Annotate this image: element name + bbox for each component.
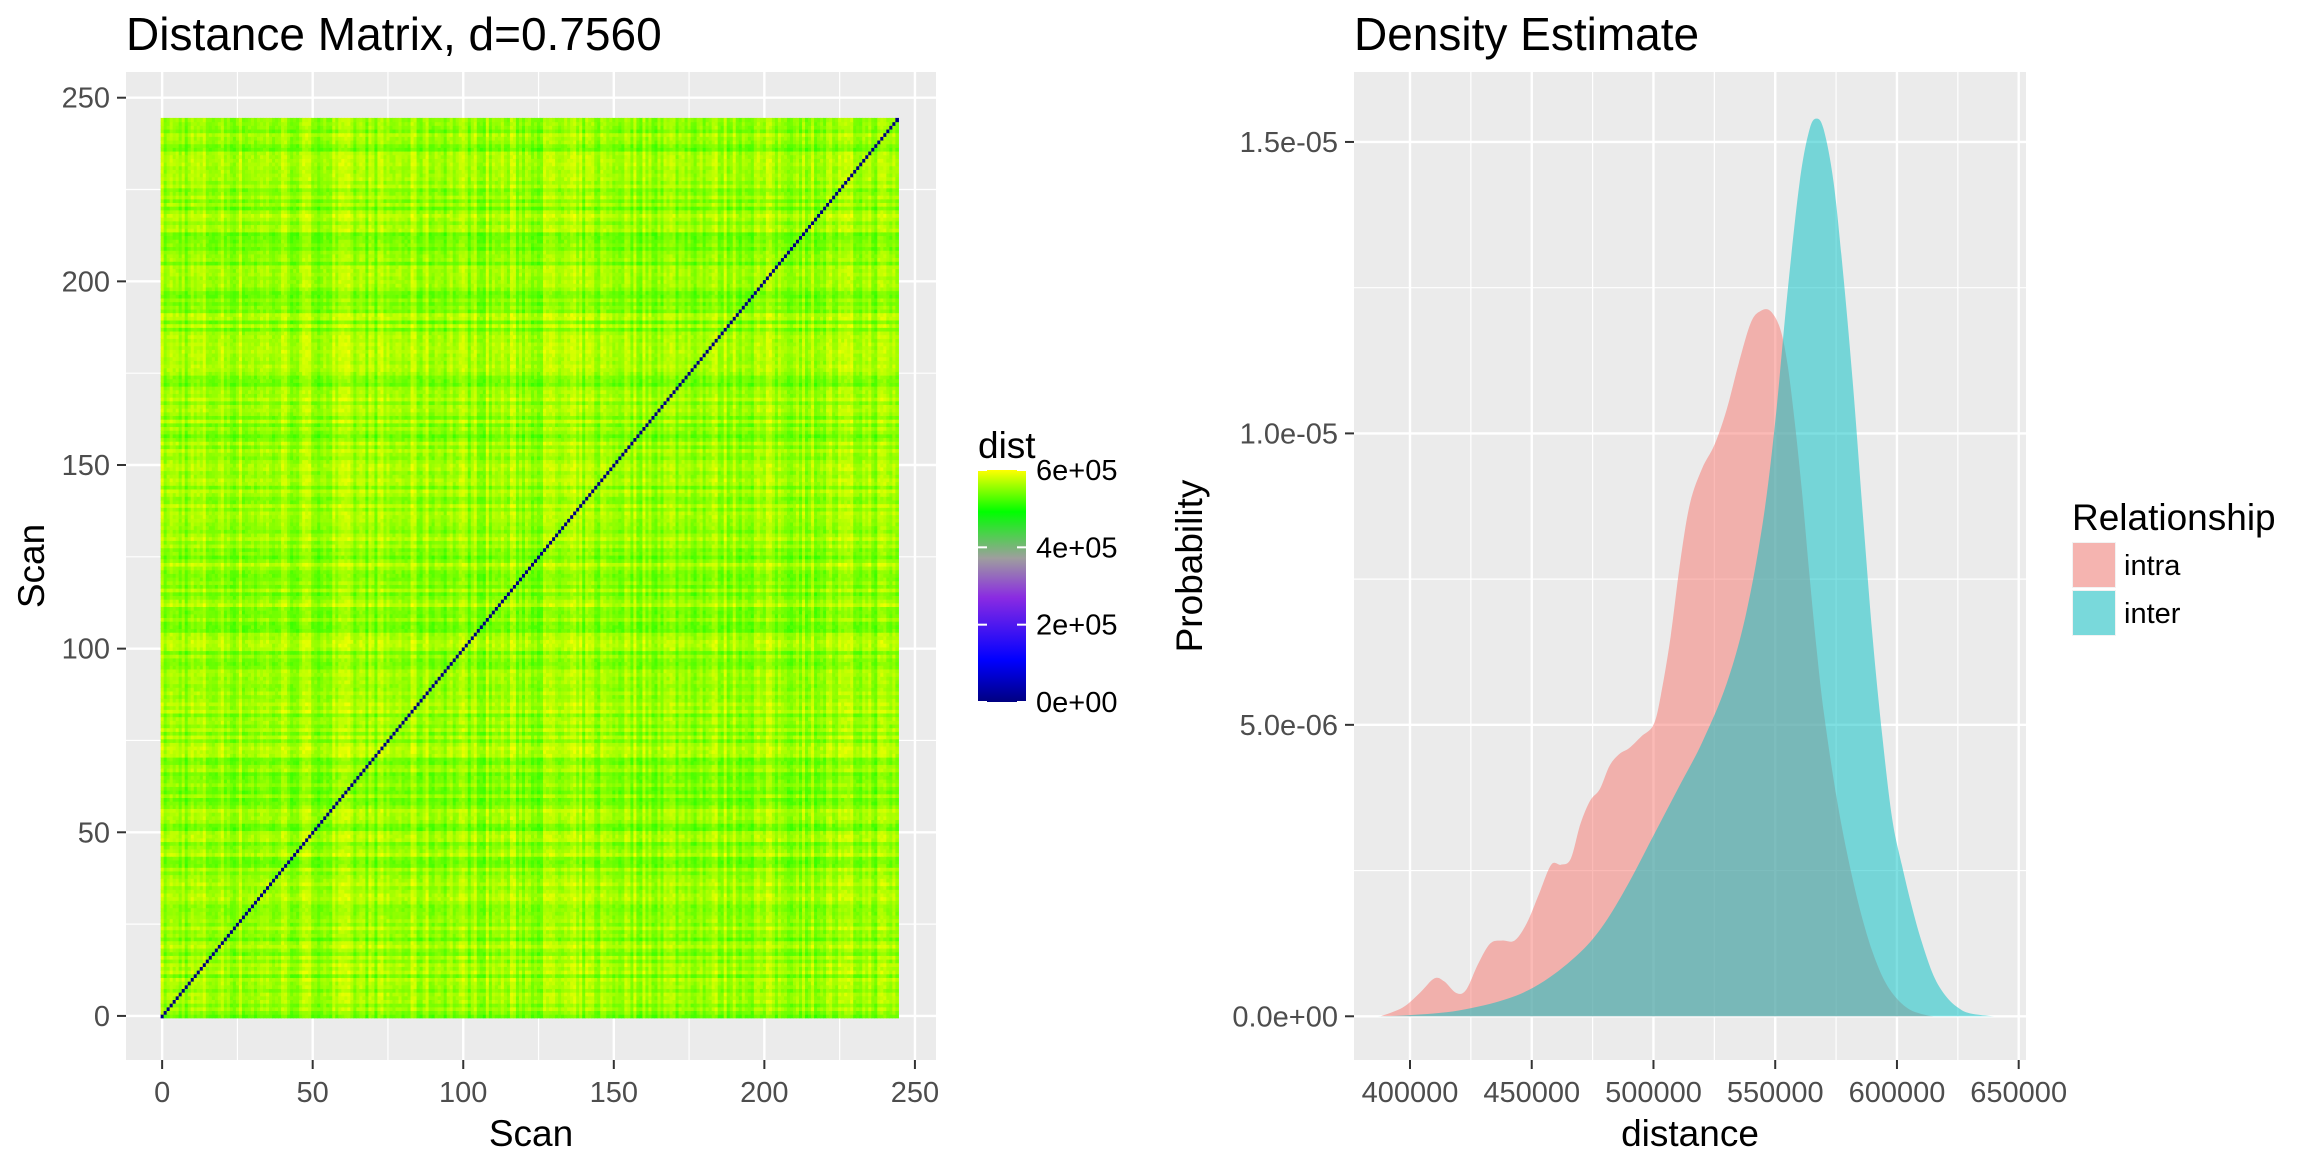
heatmap-cell — [895, 948, 899, 952]
heatmap-cell — [895, 966, 899, 970]
heatmap-cell — [895, 1003, 899, 1007]
heatmap-cell — [895, 974, 899, 978]
heatmap-cell — [895, 970, 899, 974]
heatmap-cell — [895, 988, 899, 992]
heatmap-cell — [895, 985, 899, 989]
heatmap-cell — [895, 996, 899, 1000]
heatmap-cell — [895, 944, 899, 948]
heatmap-cells — [161, 118, 899, 1018]
heatmap-cell — [895, 1014, 899, 1018]
heatmap-cell — [895, 999, 899, 1003]
heatmap-cell — [895, 952, 899, 956]
heatmap-cell — [895, 1007, 899, 1011]
heatmap-cell — [895, 992, 899, 996]
heatmap-cell — [895, 981, 899, 985]
heatmap-cell — [895, 1010, 899, 1014]
heatmap-cell — [895, 963, 899, 967]
heatmap-cell — [895, 955, 899, 959]
heatmap-cell — [895, 959, 899, 963]
heatmap-cell — [895, 977, 899, 981]
